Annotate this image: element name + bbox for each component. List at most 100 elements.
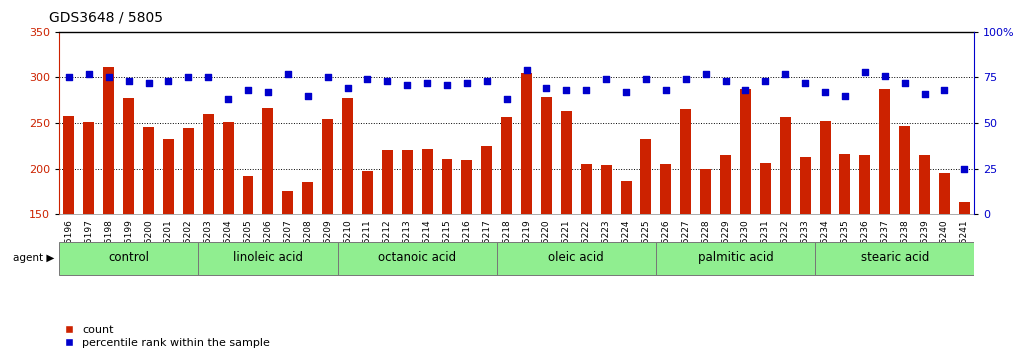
Bar	[760, 163, 771, 214]
Bar	[123, 98, 134, 214]
Bar	[919, 155, 930, 214]
Point	[598, 76, 614, 82]
Bar	[202, 114, 214, 214]
Bar	[859, 155, 871, 214]
Point	[817, 89, 833, 95]
Bar	[496, 242, 656, 275]
Point	[498, 97, 515, 102]
Point	[180, 75, 196, 80]
Point	[538, 86, 554, 91]
Legend: count, percentile rank within the sample: count, percentile rank within the sample	[64, 325, 271, 348]
Bar	[601, 165, 611, 214]
Text: GDS3648 / 5805: GDS3648 / 5805	[49, 11, 163, 25]
Point	[797, 80, 814, 86]
Point	[280, 71, 296, 76]
Point	[140, 80, 157, 86]
Bar	[541, 97, 552, 214]
Point	[300, 93, 316, 98]
Point	[698, 71, 714, 76]
Point	[161, 78, 177, 84]
Point	[519, 67, 535, 73]
Bar	[422, 149, 432, 214]
Point	[359, 76, 375, 82]
Text: palmitic acid: palmitic acid	[698, 251, 773, 264]
Bar	[59, 242, 198, 275]
Bar	[63, 116, 74, 214]
Point	[758, 78, 774, 84]
Bar	[641, 138, 652, 214]
Bar	[283, 192, 293, 214]
Bar	[839, 154, 850, 214]
Bar	[402, 150, 413, 214]
Bar	[362, 171, 373, 214]
Bar	[462, 160, 472, 214]
Point	[856, 69, 873, 75]
Point	[558, 87, 575, 93]
Bar	[700, 169, 711, 214]
Bar	[815, 242, 974, 275]
Point	[379, 78, 396, 84]
Point	[80, 71, 97, 76]
Point	[340, 86, 356, 91]
Point	[319, 75, 336, 80]
Point	[837, 93, 853, 98]
Point	[399, 82, 415, 87]
Bar	[899, 126, 910, 214]
Bar	[223, 122, 234, 214]
Bar	[302, 182, 313, 214]
Point	[677, 76, 694, 82]
Point	[259, 89, 276, 95]
Text: octanoic acid: octanoic acid	[378, 251, 457, 264]
Point	[937, 87, 953, 93]
Point	[618, 89, 635, 95]
Point	[479, 78, 495, 84]
Bar	[521, 73, 532, 214]
Point	[439, 82, 456, 87]
Bar	[381, 150, 393, 214]
Bar	[820, 121, 831, 214]
Bar	[740, 89, 751, 214]
Bar	[83, 122, 95, 214]
Point	[120, 78, 136, 84]
Text: agent ▶: agent ▶	[12, 253, 54, 263]
Point	[200, 75, 217, 80]
Bar	[163, 139, 174, 214]
Point	[897, 80, 913, 86]
Point	[220, 97, 236, 102]
Point	[61, 75, 77, 80]
Bar	[620, 181, 632, 214]
Text: linoleic acid: linoleic acid	[233, 251, 303, 264]
Point	[240, 87, 256, 93]
Bar	[959, 202, 970, 214]
Point	[459, 80, 475, 86]
Bar	[262, 108, 274, 214]
Bar	[481, 146, 492, 214]
Bar	[322, 119, 334, 214]
Point	[101, 75, 117, 80]
Bar	[183, 129, 194, 214]
Point	[658, 87, 674, 93]
Point	[877, 73, 893, 79]
Bar	[242, 176, 253, 214]
Bar	[680, 109, 692, 214]
Text: stearic acid: stearic acid	[860, 251, 929, 264]
Bar	[501, 116, 513, 214]
Bar	[880, 89, 890, 214]
Bar	[338, 242, 496, 275]
Bar	[581, 164, 592, 214]
Text: oleic acid: oleic acid	[548, 251, 604, 264]
Bar	[656, 242, 815, 275]
Point	[578, 87, 594, 93]
Point	[916, 91, 933, 97]
Point	[777, 71, 793, 76]
Text: control: control	[108, 251, 149, 264]
Point	[956, 166, 972, 171]
Bar	[780, 116, 791, 214]
Bar	[720, 155, 731, 214]
Bar	[660, 164, 671, 214]
Bar	[198, 242, 338, 275]
Bar	[104, 67, 114, 214]
Point	[419, 80, 435, 86]
Bar	[561, 111, 572, 214]
Bar	[342, 98, 353, 214]
